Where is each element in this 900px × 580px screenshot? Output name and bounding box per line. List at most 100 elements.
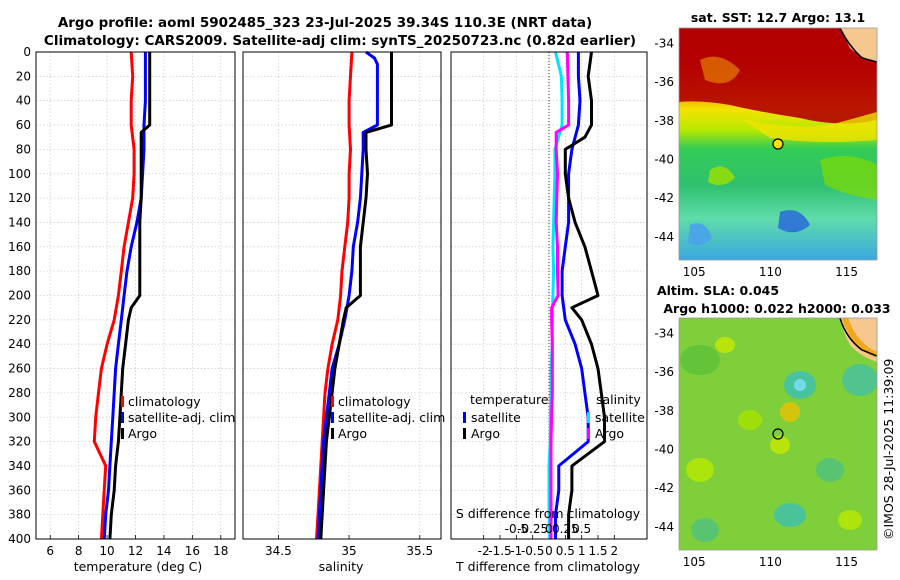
x-tick-label: 6	[46, 544, 54, 558]
legend-swatch-t-argo	[463, 428, 466, 439]
depth-tick-label: 240	[8, 337, 31, 351]
map-x-tick-label: 105	[683, 555, 706, 569]
legend-swatch-argo	[331, 428, 334, 439]
depth-tick-label: 300	[8, 410, 31, 424]
figure-title-line1: Argo profile: aoml 5902485_323 23-Jul-20…	[58, 15, 592, 31]
x-tick-label: 35	[341, 544, 356, 558]
x-tick-label: 34.5	[265, 544, 292, 558]
legend-satellite-adj: satellite-adj. clim	[128, 410, 235, 425]
x-tick-label: 10	[99, 544, 114, 558]
legend-swatch-satellite	[331, 412, 334, 423]
depth-tick-label: 380	[8, 508, 31, 522]
s-tick-label: 0	[545, 522, 553, 536]
argo-location-marker	[772, 138, 784, 150]
s-tick-label: -0.25	[517, 522, 548, 536]
series-s-satellite	[547, 51, 564, 540]
map-y-tick-label: -40	[654, 152, 674, 166]
depth-tick-label: 60	[16, 118, 31, 132]
s-tick-label: -0.5	[505, 522, 528, 536]
legend-satellite-adj: satellite-adj. clim	[338, 410, 445, 425]
sst-map-xaxis: 105 110 115	[683, 265, 858, 279]
sla-map-yaxis: -34 -36 -38 -40 -42 -44	[654, 326, 674, 533]
legend-t-satellite: satellite	[471, 410, 521, 425]
x-tick-label: 35.5	[406, 544, 433, 558]
depth-tick-label: 0	[23, 45, 31, 59]
x-tick-label: -0.5	[521, 544, 544, 558]
sst-map-title: sat. SST: 12.7 Argo: 13.1	[691, 10, 865, 25]
salinity-panel: 34.5 35 35.5	[242, 50, 442, 558]
x-tick-label: 0.5	[556, 544, 575, 558]
map-y-tick-label: -44	[654, 230, 674, 244]
depth-tick-label: 80	[16, 142, 31, 156]
x-tick-label: 16	[185, 544, 200, 558]
series-argo	[108, 52, 152, 540]
depth-tick-label: 360	[8, 483, 31, 497]
temperature-legend: climatology satellite-adj. clim Argo	[121, 394, 235, 441]
depth-tick-label: 200	[8, 289, 31, 303]
series-t-argo	[563, 51, 606, 539]
argo-location-marker	[772, 428, 784, 440]
map-x-tick-label: 110	[759, 555, 782, 569]
map-y-tick-label: -44	[654, 520, 674, 534]
timestamp: ©IMOS 28-Jul-2025 11:39:09	[881, 359, 896, 540]
x-tick-label: 2	[611, 544, 619, 558]
legend-salinity-title: salinity	[596, 392, 641, 407]
salinity-xlabel: salinity	[319, 559, 364, 574]
series-t-satellite	[554, 52, 590, 539]
map-y-tick-label: -40	[654, 442, 674, 456]
depth-tick-label: 260	[8, 362, 31, 376]
depth-tick-label: 280	[8, 386, 31, 400]
s-difference-label: S difference from climatology	[456, 506, 641, 521]
legend-swatch-s-argo	[587, 428, 590, 439]
x-tick-label: 14	[156, 544, 171, 558]
series-climatology	[92, 51, 136, 540]
depth-tick-label: 340	[8, 459, 31, 473]
x-tick-label: -2	[478, 544, 490, 558]
map-x-tick-label: 110	[759, 265, 782, 279]
temperature-xlabel: temperature (deg C)	[74, 559, 203, 574]
sla-map-title: Altim. SLA: 0.045	[657, 283, 779, 298]
x-tick-label: 12	[128, 544, 143, 558]
legend-s-satellite: satellite	[595, 410, 645, 425]
s-difference-ticks: -0.5-0.250 0.250.5	[505, 522, 592, 536]
s-tick-label: 0.25	[552, 522, 579, 536]
depth-tick-label: 160	[8, 240, 31, 254]
temperature-panel: 6 8 10 12 14 16 18	[35, 51, 236, 558]
legend-swatch-t-satellite	[463, 412, 466, 423]
depth-tick-label: 140	[8, 215, 31, 229]
depth-tick-label: 20	[16, 69, 31, 83]
legend-t-argo: Argo	[471, 426, 500, 441]
x-tick-label: -1.5	[488, 544, 511, 558]
x-tick-label: 0	[545, 544, 553, 558]
depth-tick-label: 180	[8, 264, 31, 278]
legend-temperature-title: temperature	[470, 392, 549, 407]
depth-tick-label: 220	[8, 313, 31, 327]
difference-panel: -2-1.5-1-0.5 0 0.5 1 1.5 2	[450, 51, 648, 558]
axes-frame	[450, 51, 648, 540]
x-tick-label: 8	[75, 544, 83, 558]
x-tick-label: -1	[510, 544, 522, 558]
map-y-tick-label: -38	[654, 114, 674, 128]
legend-argo: Argo	[128, 426, 157, 441]
legend-swatch-s-satellite	[587, 412, 590, 423]
x-tick-label: 18	[213, 544, 228, 558]
map-y-tick-label: -34	[654, 36, 674, 50]
legend-swatch-argo	[121, 428, 124, 439]
map-x-tick-label: 105	[683, 265, 706, 279]
map-y-tick-label: -38	[654, 404, 674, 418]
x-tick-label: 1	[578, 544, 586, 558]
sst-map	[679, 28, 877, 260]
map-x-tick-label: 115	[835, 555, 858, 569]
depth-tick-label: 100	[8, 167, 31, 181]
sst-map-yaxis: -34 -36 -38 -40 -42 -44	[654, 36, 674, 243]
map-y-tick-label: -42	[654, 481, 674, 495]
series-satellite-adj-clim	[102, 52, 147, 540]
s-tick-label: 0.5	[572, 522, 591, 536]
legend-s-argo: Argo	[595, 426, 624, 441]
series-satellite-adj-clim	[316, 50, 379, 540]
sla-map-subtitle: Argo h1000: 0.022 h2000: 0.033	[663, 301, 890, 316]
series-s-argo	[549, 51, 571, 539]
depth-tick-label: 120	[8, 191, 31, 205]
map-y-tick-label: -42	[654, 191, 674, 205]
